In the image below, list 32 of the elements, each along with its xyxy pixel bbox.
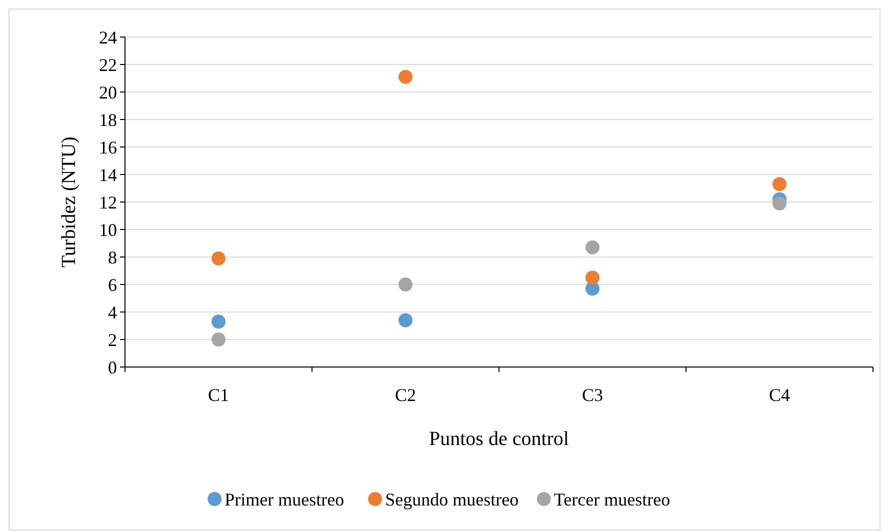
point [212,332,226,346]
legend-label: Segundo muestreo [385,489,519,510]
y-tick-label: 2 [108,330,117,350]
point [586,240,600,254]
point [398,70,412,84]
legend-label: Tercer muestreo [554,489,670,510]
y-tick-label: 24 [99,27,117,48]
point [398,278,412,292]
y-tick-label: 22 [99,54,117,75]
y-tick-label: 10 [99,220,117,240]
x-tick-label: C3 [582,385,604,405]
legend-label: Primer muestreo [224,489,344,510]
point [772,177,786,192]
x-tick-label: C4 [768,385,790,405]
x-tick-label: C2 [394,385,416,405]
y-tick-label: 8 [108,247,117,268]
x-axis-title: Puntos de control [429,428,570,450]
point [212,251,226,266]
y-tick-label: 0 [108,357,117,378]
y-tick-label: 18 [99,110,117,130]
y-axis-title: Turbidez (NTU) [58,136,80,268]
y-tick-label: 14 [99,164,117,185]
point [398,313,412,328]
y-tick-label: 6 [108,274,117,295]
point [586,270,600,285]
point [212,314,226,329]
y-tick-label: 4 [108,302,117,322]
y-tick-label: 12 [99,192,117,212]
x-tick-label: C1 [208,385,230,405]
point [772,196,786,210]
y-tick-label: 20 [99,82,117,102]
y-tick-label: 16 [99,137,117,158]
